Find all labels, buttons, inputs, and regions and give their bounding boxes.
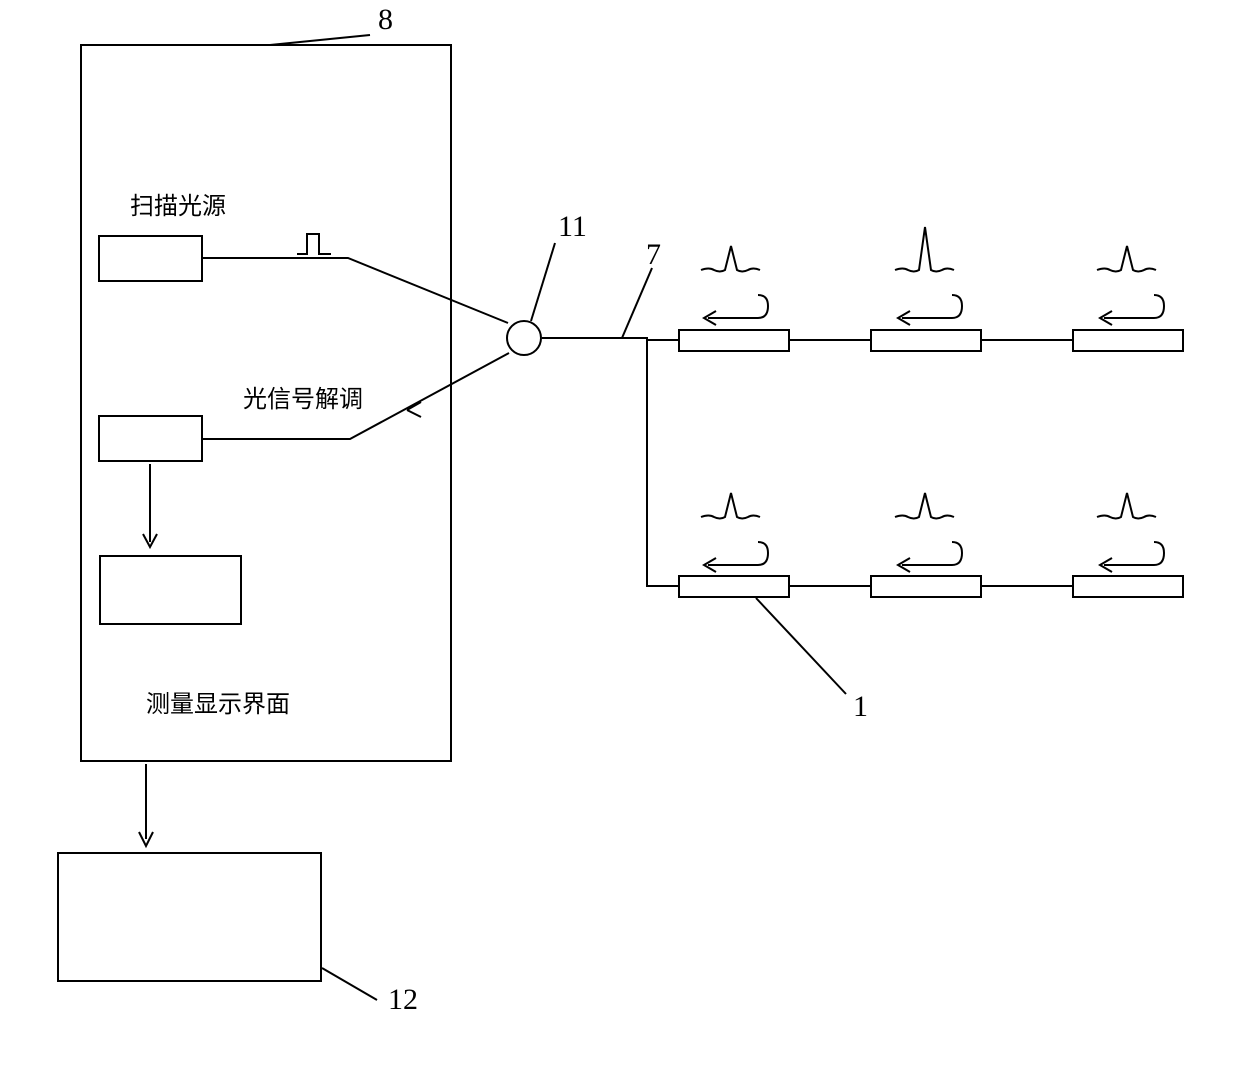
row2-line-1 xyxy=(790,585,870,587)
sensor-box-r2-2 xyxy=(1072,575,1184,598)
callout-7-label: 7 xyxy=(646,238,661,272)
demodulator-line xyxy=(203,350,523,442)
sensor-box-r1-2 xyxy=(1072,329,1184,352)
row1-line-2 xyxy=(982,339,1072,341)
peak-icon-r1-2 xyxy=(1092,240,1172,325)
fiber-vertical-branch xyxy=(646,337,648,587)
demodulator-box xyxy=(98,415,203,462)
main-to-output-arrow xyxy=(134,764,158,854)
peak-icon-r2-1 xyxy=(890,487,970,572)
demod-to-display-arrow xyxy=(138,464,162,554)
peak-icon-r1-1 xyxy=(890,225,970,325)
callout-1-line xyxy=(756,598,856,698)
sensor-box-r1-0 xyxy=(678,329,790,352)
display-inner-box xyxy=(99,555,242,625)
scan-light-label: 扫描光源 xyxy=(130,186,226,221)
display-interface-label: 测量显示界面 xyxy=(146,684,290,719)
callout-1-label: 1 xyxy=(853,690,868,724)
light-source-box xyxy=(98,235,203,282)
pulse-icon xyxy=(297,232,331,256)
callout-12-label: 12 xyxy=(388,983,418,1017)
peak-icon-r2-2 xyxy=(1092,487,1172,572)
callout-12-line xyxy=(322,968,392,1008)
light-source-line xyxy=(203,258,513,348)
row1-line-0 xyxy=(646,339,680,341)
callout-8-label: 8 xyxy=(378,3,393,37)
output-box xyxy=(57,852,322,982)
circulator-icon xyxy=(506,320,542,356)
callout-7-line xyxy=(622,268,662,338)
row1-line-1 xyxy=(790,339,870,341)
peak-icon-r2-0 xyxy=(696,487,776,572)
sensor-box-r2-1 xyxy=(870,575,982,598)
row2-line-2 xyxy=(982,585,1072,587)
peak-icon-r1-0 xyxy=(696,240,776,325)
callout-8-line xyxy=(270,35,390,55)
callout-11-line xyxy=(531,243,571,323)
sensor-box-r2-0 xyxy=(678,575,790,598)
row2-line-0 xyxy=(646,585,680,587)
sensor-box-r1-1 xyxy=(870,329,982,352)
callout-11-label: 11 xyxy=(558,210,587,244)
